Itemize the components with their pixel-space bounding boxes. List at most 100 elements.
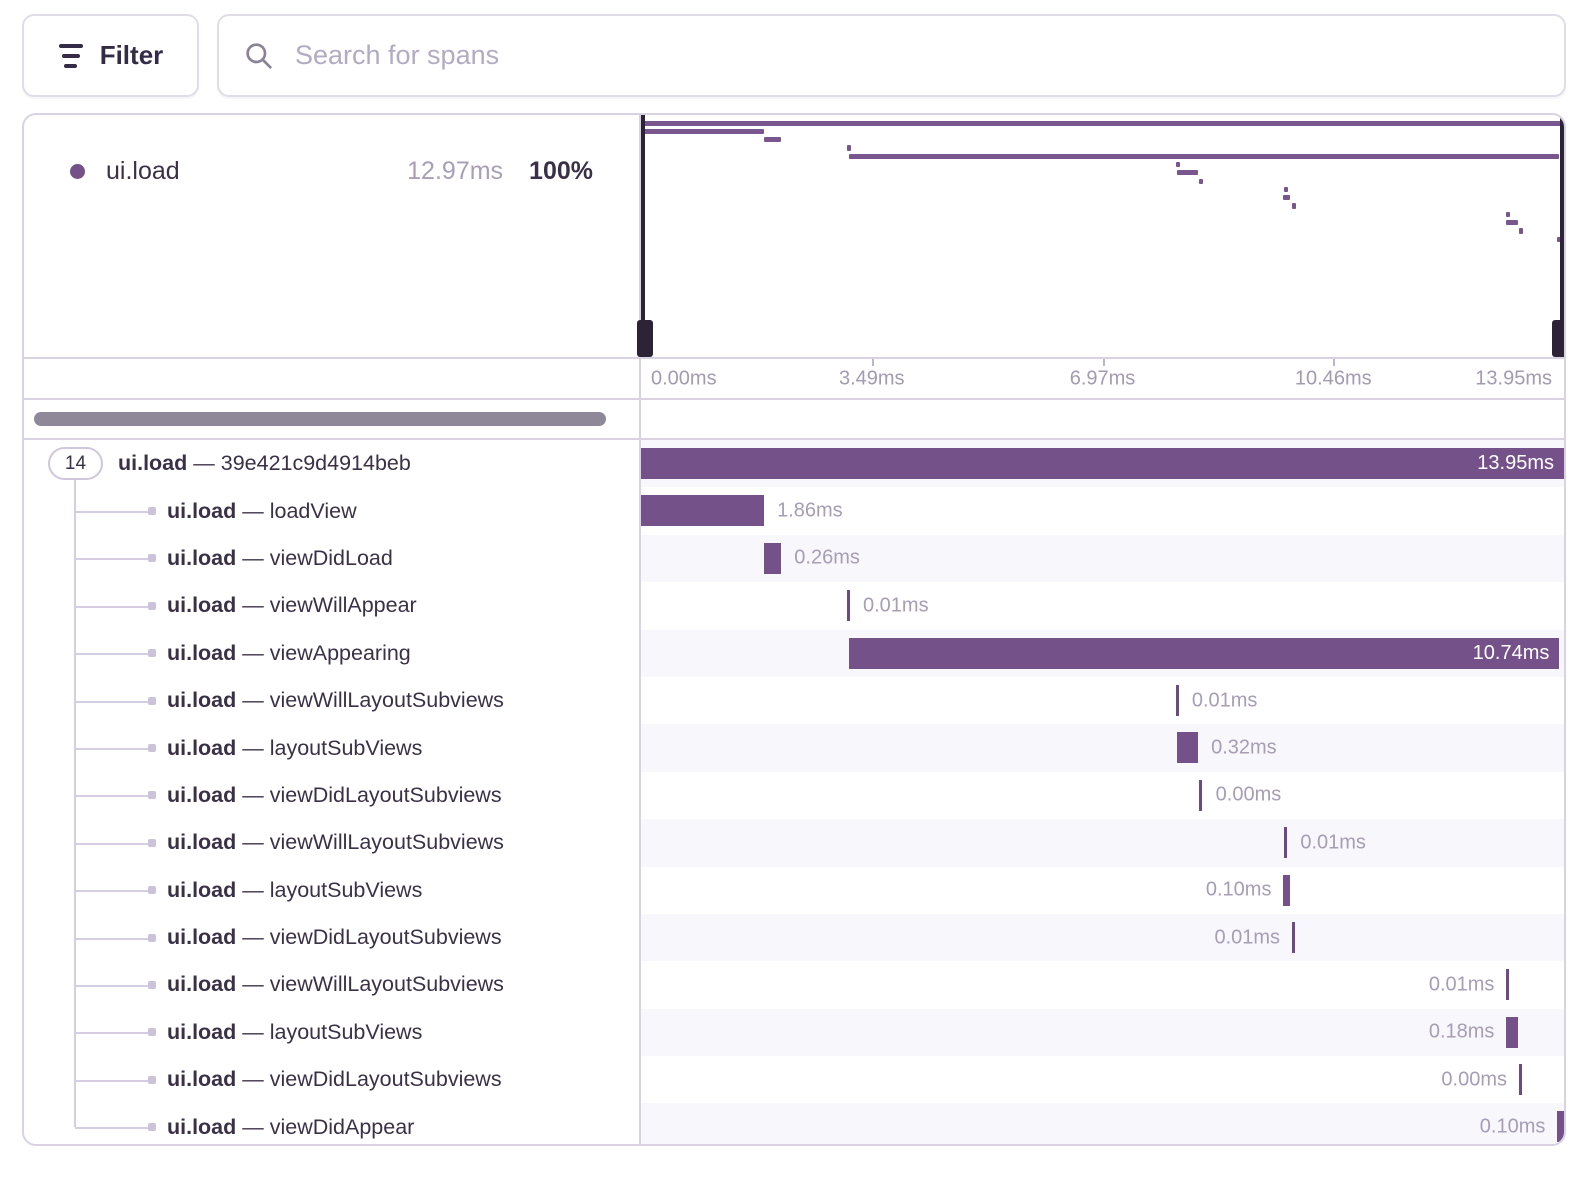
search-input[interactable] [293,39,1540,72]
span-description: viewWillLayoutSubviews [269,972,504,997]
span-duration-bar[interactable] [1284,827,1288,859]
span-tree-cell[interactable]: ui.load — viewDidLayoutSubviews [24,771,641,820]
trace-header: ui.load 12.97ms 100% [24,115,1564,357]
minimap-span-bar [1175,161,1180,168]
span-description: 39e421c9d4914beb [220,451,411,476]
minimap-right-handle[interactable] [1552,115,1564,357]
span-duration-bar[interactable] [1506,1016,1519,1048]
span-row: ui.load — viewDidLayoutSubviews 0.00ms [24,771,1564,820]
span-bar-cell[interactable]: 0.01ms [641,582,1564,630]
span-bar-cell[interactable]: 0.00ms [641,1056,1564,1104]
span-bar-cell[interactable]: 0.00ms [641,771,1564,820]
span-op-prefix: ui.load [167,972,237,997]
minimap-right-grip[interactable] [1552,320,1564,357]
span-tree-cell[interactable]: 14 ui.load — 39e421c9d4914beb [24,440,641,488]
span-duration-bar[interactable] [1176,732,1199,764]
span-tree-cell[interactable]: ui.load — viewWillLayoutSubviews [24,961,641,1009]
span-tree-cell[interactable]: ui.load — viewDidLayoutSubviews [24,1056,641,1104]
tree-connector-dot [148,649,156,658]
span-duration-label: 0.10ms [1479,1115,1546,1138]
span-duration-bar[interactable] [641,495,765,527]
tree-connector-dot [148,554,156,563]
span-row: ui.load — viewWillLayoutSubviews 0.01ms [24,961,1564,1009]
tree-connector-line [75,700,151,703]
span-row: ui.load — viewDidLayoutSubviews 0.00ms [24,1056,1564,1104]
span-row: ui.load — layoutSubViews 0.10ms [24,866,1564,914]
span-duration-bar[interactable] [1283,874,1291,906]
span-tree-cell[interactable]: ui.load — viewDidLoad [24,534,641,583]
minimap-left-grip[interactable] [637,320,653,357]
span-op-prefix: ui.load [167,640,237,665]
span-duration-bar[interactable] [1506,969,1510,1001]
span-tree-cell[interactable]: ui.load — viewWillLayoutSubviews [24,819,641,867]
span-bar-cell[interactable]: 0.10ms [641,1103,1564,1144]
filter-icon [58,43,84,68]
trace-view-page: Filter ui.load 12.97ms 100% [22,14,1566,1146]
minimap-span-bar [1506,211,1511,217]
span-tree-cell[interactable]: ui.load — viewDidLayoutSubviews [24,913,641,962]
span-tree-cell[interactable]: ui.load — viewWillAppear [24,582,641,630]
tree-connector-dot [148,933,156,942]
scrollbar-row-spacer [641,400,1564,438]
toolbar: Filter [22,14,1566,97]
span-tree-cell[interactable]: ui.load — viewDidAppear [24,1103,641,1144]
span-duration-bar[interactable] [764,542,782,574]
span-description: viewDidAppear [269,1114,415,1139]
span-description: viewWillAppear [269,593,417,618]
minimap-span-bars [641,119,1564,243]
span-tree-cell[interactable]: ui.load — viewWillLayoutSubviews [24,676,641,725]
span-op-prefix: ui.load [167,593,237,618]
tree-connector-line [75,984,151,987]
child-count-badge[interactable]: 14 [48,447,103,481]
tree-connector-line [75,795,151,798]
span-op-prefix: ui.load [167,1019,237,1044]
span-description: viewDidLayoutSubviews [269,925,502,950]
span-bar-cell[interactable]: 0.01ms [641,676,1564,725]
span-bar-cell[interactable]: 0.10ms [641,866,1564,914]
span-bar-cell[interactable]: 0.26ms [641,534,1564,583]
span-duration-label: 0.00ms [1441,1068,1508,1091]
minimap-span-bar [1506,220,1519,226]
span-duration-bar[interactable]: 10.74ms [848,637,1560,669]
span-duration-label: 0.00ms [1215,783,1282,806]
span-tree-cell[interactable]: ui.load — layoutSubViews [24,1008,641,1057]
tree-connector-dot [148,791,156,800]
horizontal-scrollbar-thumb[interactable] [34,412,606,426]
span-bar-cell[interactable]: 0.01ms [641,913,1564,962]
span-duration-bar[interactable] [1292,921,1296,953]
span-bar-cell[interactable]: 0.01ms [641,819,1564,867]
span-row: ui.load — viewDidLoad 0.26ms [24,534,1564,583]
span-bar-cell[interactable]: 0.18ms [641,1008,1564,1057]
trace-minimap[interactable] [637,115,1564,357]
minimap-left-handle[interactable] [637,115,653,357]
span-bar-cell[interactable]: 13.95ms [641,440,1564,488]
span-bar-cell[interactable]: 1.86ms [641,487,1564,535]
span-description: viewDidLayoutSubviews [269,1067,502,1092]
span-description: layoutSubViews [269,877,423,902]
span-duration-bar[interactable] [1519,1064,1522,1096]
tree-connector-line [75,605,151,608]
span-duration-label: 0.18ms [1428,1020,1495,1043]
filter-button[interactable]: Filter [22,14,199,97]
span-bar-cell[interactable]: 0.32ms [641,724,1564,772]
span-duration-bar[interactable] [846,590,850,622]
span-op-prefix: ui.load [167,1114,237,1139]
time-axis: 0.00ms 3.49ms 6.97ms 10.46ms 13.95ms [641,359,1564,398]
tree-trunk-line [74,480,76,1127]
minimap-span-bar [764,137,782,143]
span-tree-cell[interactable]: ui.load — layoutSubViews [24,724,641,772]
span-tree-cell[interactable]: ui.load — loadView [24,487,641,535]
span-duration-bar[interactable]: 13.95ms [641,448,1564,479]
span-tree-cell[interactable]: ui.load — layoutSubViews [24,866,641,914]
axis-tick-label: 6.97ms [1069,367,1136,389]
minimap-span-bar [641,120,1564,126]
tree-connector-dot [148,744,156,753]
span-duration-bar[interactable] [1175,684,1179,716]
span-bar-cell[interactable]: 10.74ms [641,629,1564,677]
span-bar-cell[interactable]: 0.01ms [641,961,1564,1009]
span-duration-label: 0.10ms [1205,878,1272,901]
span-tree-cell[interactable]: ui.load — viewAppearing [24,629,641,677]
span-duration-bar[interactable] [1199,779,1203,811]
span-duration-bar[interactable] [1557,1111,1564,1143]
tree-connector-dot [148,696,156,705]
